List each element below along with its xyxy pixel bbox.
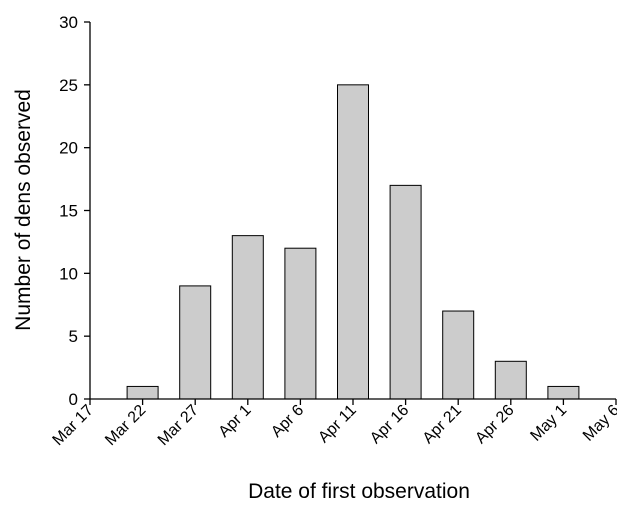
bar-apr-21 [442, 310, 475, 400]
y-tick-label-15: 15 [59, 202, 78, 221]
y-tick-label-30: 30 [59, 13, 78, 32]
x-axis: Mar 17 Mar 22 Mar 27 Apr 1 Apr 6 Apr 11 Apr 16… [50, 398, 617, 449]
bars-group [126, 84, 580, 400]
x-tick-label-apr-26: Apr 26 [472, 402, 517, 447]
y-tick-label-10: 10 [59, 264, 78, 283]
x-tick-label-apr-16: Apr 16 [367, 402, 412, 447]
bar-mar-22 [126, 385, 159, 400]
x-tick-label-apr-11: Apr 11 [315, 402, 360, 447]
x-tick-label-may-1: May 1 [527, 402, 570, 445]
y-tick-label-25: 25 [59, 76, 78, 95]
bar-may-1 [547, 385, 580, 400]
y-axis: 0 5 10 15 20 25 30 [59, 13, 91, 409]
x-tick-label-mar-27: Mar 27 [155, 402, 202, 449]
x-tick-label-apr-1: Apr 1 [216, 402, 255, 441]
bar-apr-11 [337, 84, 369, 400]
bar-apr-6 [284, 247, 317, 400]
bar-apr-16 [389, 184, 422, 400]
bar-mar-27 [179, 285, 212, 400]
y-tick-label-5: 5 [69, 327, 78, 346]
y-axis-title: Number of dens observed [12, 89, 35, 331]
y-tick-label-20: 20 [59, 139, 78, 158]
x-axis-title: Date of first observation [248, 480, 470, 503]
x-tick-label-may-6: May 6 [580, 402, 617, 445]
x-tick-label-apr-6: Apr 6 [268, 402, 307, 441]
bar-apr-1 [231, 235, 264, 400]
bar-apr-26 [494, 360, 527, 400]
x-tick-label-mar-22: Mar 22 [102, 402, 149, 449]
x-tick-label-apr-21: Apr 21 [420, 402, 465, 447]
y-tick-label-0: 0 [69, 390, 78, 409]
